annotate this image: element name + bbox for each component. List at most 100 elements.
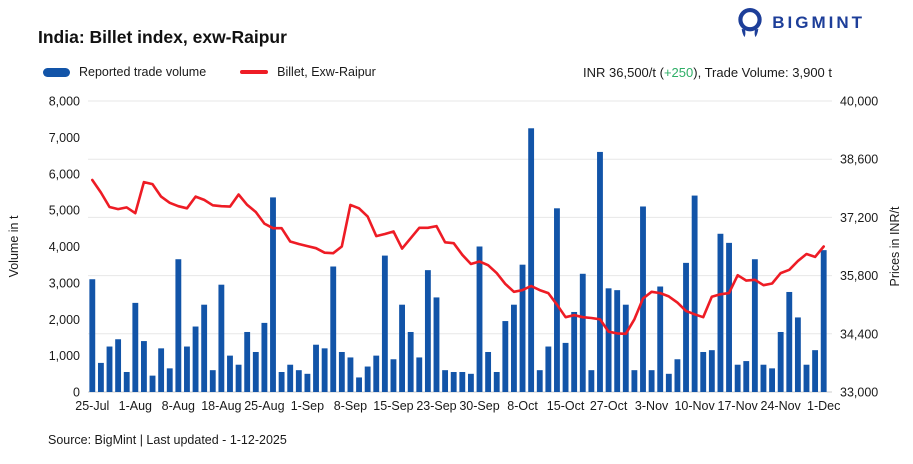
volume-bar	[244, 331, 251, 392]
volume-bar	[115, 339, 122, 392]
volume-bar	[614, 290, 621, 392]
volume-bar	[726, 242, 732, 392]
price-change-value: +250	[663, 64, 694, 80]
volume-bar	[777, 331, 784, 392]
volume-bar	[657, 286, 664, 392]
x-axis-tick-label: 1-Dec	[807, 399, 840, 413]
volume-bar	[751, 259, 758, 392]
volume-bar	[476, 246, 483, 392]
left-axis-tick-label: 3,000	[49, 276, 80, 290]
volume-bar	[708, 350, 715, 392]
volume-bar	[571, 311, 578, 392]
left-axis-tick-label: 0	[73, 386, 80, 400]
volume-bar	[743, 361, 750, 392]
x-axis-tick-label: 8-Aug	[162, 399, 195, 413]
volume-bar	[381, 255, 388, 392]
x-axis-tick-label: 25-Jul	[75, 399, 109, 413]
volume-bar	[235, 364, 242, 392]
x-axis-tick-label: 18-Aug	[201, 399, 241, 413]
left-axis-tick-label: 2,000	[49, 313, 80, 327]
x-axis-tick-label: 15-Oct	[547, 399, 585, 413]
x-axis-tick-label: 3-Nov	[635, 399, 669, 413]
volume-bar	[356, 377, 362, 392]
volume-bar	[295, 370, 302, 392]
page-title: India: Billet index, exw-Raipur	[38, 27, 287, 47]
bigmint-logo-text: BIGMINT	[772, 13, 865, 32]
volume-bar	[123, 371, 130, 392]
volume-bar	[622, 304, 629, 392]
volume-bar	[338, 351, 345, 392]
source-note: Source: BigMint | Last updated - 1-12-20…	[48, 433, 287, 447]
volume-bar	[252, 351, 259, 392]
volume-bar	[794, 317, 801, 392]
volume-bar	[597, 151, 603, 392]
legend-item-price[interactable]: Billet, Exw-Raipur	[240, 65, 376, 79]
x-axis-tick-label: 1-Aug	[119, 399, 152, 413]
volume-bar	[141, 341, 147, 392]
price-summary-prefix: INR 36,500/t (	[583, 64, 664, 80]
left-axis-title: Volume in t	[7, 215, 21, 277]
price-legend-label: Billet, Exw-Raipur	[277, 65, 376, 79]
volume-bar	[416, 357, 423, 392]
volume-bar	[201, 304, 208, 392]
volume-legend-swatch	[43, 67, 70, 77]
volume-bar	[158, 348, 165, 392]
volume-bar	[734, 364, 741, 392]
volume-bar	[330, 266, 337, 392]
volume-legend-label: Reported trade volume	[79, 65, 207, 79]
volume-bar	[278, 371, 285, 392]
volume-bar	[467, 373, 474, 392]
volume-bar	[442, 370, 449, 392]
price-summary-suffix: ), Trade Volume: 3,900 t	[693, 64, 832, 80]
x-axis-tick-label: 15-Sep	[373, 399, 413, 413]
price-legend-swatch	[240, 70, 269, 74]
x-axis-tick-label: 8-Sep	[334, 399, 367, 413]
volume-bar	[399, 304, 405, 392]
volume-bar	[554, 208, 560, 392]
left-axis-tick-label: 4,000	[49, 240, 80, 254]
volume-bar	[106, 346, 113, 392]
volume-bar	[674, 359, 681, 392]
volume-bar	[683, 262, 689, 392]
volume-bar	[820, 250, 827, 392]
volume-bar	[313, 344, 319, 392]
volume-bar	[562, 342, 569, 392]
x-axis-tick-label: 24-Nov	[761, 399, 802, 413]
volume-bar	[545, 346, 552, 392]
left-axis-tick-label: 7,000	[49, 131, 80, 145]
volume-bar	[261, 322, 268, 392]
volume-bar	[175, 259, 182, 392]
right-axis-tick-label: 34,400	[840, 327, 878, 341]
volume-bar	[321, 348, 328, 392]
volume-bar	[97, 362, 104, 392]
volume-bar	[588, 370, 595, 392]
x-axis-tick-label: 23-Sep	[416, 399, 456, 413]
volume-bar	[760, 364, 767, 392]
volume-bar	[717, 233, 724, 392]
x-axis-tick-label: 8-Oct	[507, 399, 538, 413]
legend-item-volume[interactable]: Reported trade volume	[43, 65, 206, 79]
volume-bar	[209, 370, 216, 392]
x-axis-tick-label: 30-Sep	[459, 399, 499, 413]
volume-bar	[287, 364, 294, 392]
volume-bar	[511, 304, 517, 392]
volume-bar	[166, 368, 173, 392]
right-axis-tick-label: 40,000	[840, 95, 878, 109]
volume-bar	[218, 284, 225, 392]
x-axis-tick-label: 17-Nov	[718, 399, 759, 413]
volume-bar	[132, 302, 139, 392]
x-axis-tick-label: 1-Sep	[291, 399, 324, 413]
volume-bar	[407, 331, 414, 392]
volume-bar	[433, 297, 440, 392]
left-axis-tick-label: 8,000	[49, 95, 80, 109]
volume-bar	[769, 368, 775, 392]
right-axis-tick-label: 38,600	[840, 153, 878, 167]
volume-bar	[390, 359, 397, 392]
volume-bar	[631, 370, 638, 392]
right-axis-tick-label: 35,800	[840, 269, 878, 283]
price-summary: INR 36,500/t (+250), Trade Volume: 3,900…	[583, 65, 832, 80]
volume-bar	[184, 346, 190, 392]
volume-bar	[528, 128, 535, 392]
volume-bar	[149, 375, 156, 392]
